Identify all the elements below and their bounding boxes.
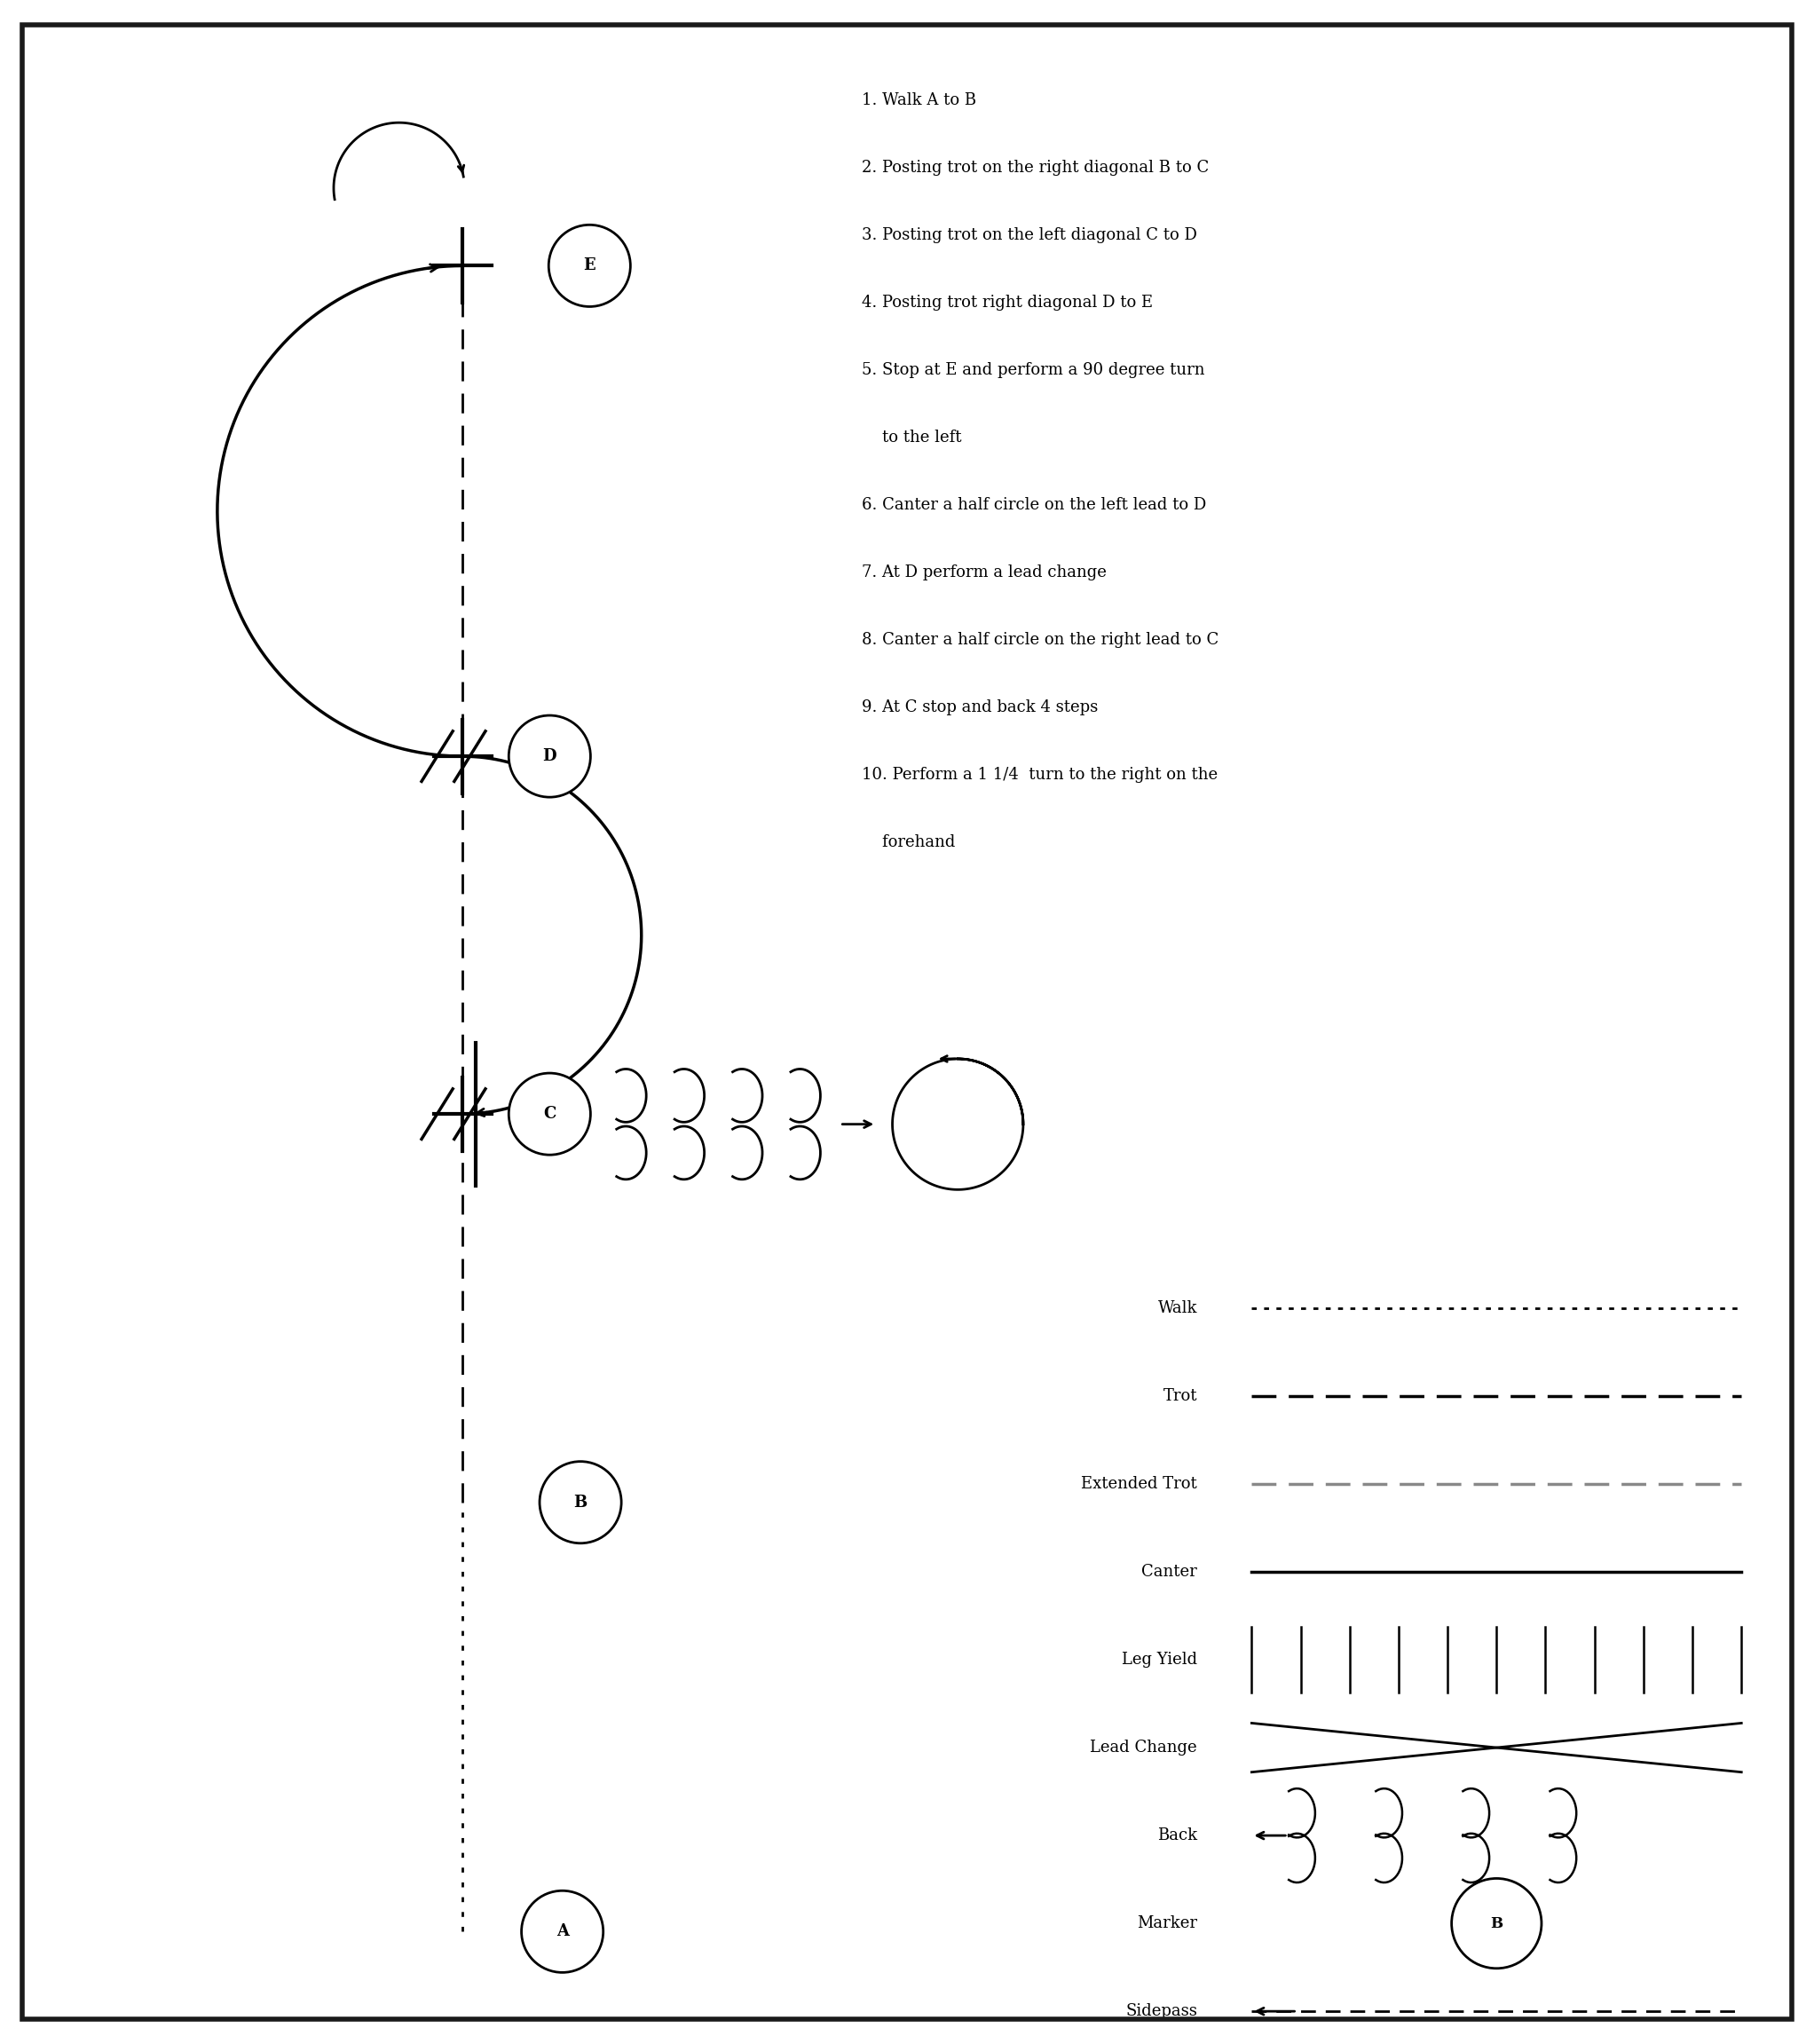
Text: 3. Posting trot on the left diagonal C to D: 3. Posting trot on the left diagonal C t… (862, 227, 1197, 243)
Text: Leg Yield: Leg Yield (1121, 1652, 1197, 1668)
Ellipse shape (521, 1891, 604, 1972)
Ellipse shape (539, 1461, 622, 1543)
Ellipse shape (508, 715, 591, 797)
Text: Canter: Canter (1141, 1564, 1197, 1580)
Text: 2. Posting trot on the right diagonal B to C: 2. Posting trot on the right diagonal B … (862, 159, 1208, 176)
Text: 10. Perform a 1 1/4  turn to the right on the: 10. Perform a 1 1/4 turn to the right on… (862, 766, 1217, 783)
Text: B: B (1491, 1915, 1502, 1932)
Text: 6. Canter a half circle on the left lead to D: 6. Canter a half circle on the left lead… (862, 497, 1206, 513)
Ellipse shape (1451, 1878, 1542, 1968)
Text: 9. At C stop and back 4 steps: 9. At C stop and back 4 steps (862, 699, 1097, 715)
Text: B: B (573, 1494, 588, 1511)
Text: 8. Canter a half circle on the right lead to C: 8. Canter a half circle on the right lea… (862, 632, 1219, 648)
Text: 1. Walk A to B: 1. Walk A to B (862, 92, 976, 108)
Text: Lead Change: Lead Change (1090, 1739, 1197, 1756)
Ellipse shape (508, 1073, 591, 1155)
Text: Trot: Trot (1163, 1388, 1197, 1404)
Text: Back: Back (1157, 1827, 1197, 1844)
Text: E: E (584, 258, 595, 274)
Text: Sidepass: Sidepass (1125, 2003, 1197, 2019)
Text: C: C (542, 1106, 557, 1122)
Text: forehand: forehand (862, 834, 956, 850)
Text: Walk: Walk (1157, 1300, 1197, 1316)
Text: Extended Trot: Extended Trot (1081, 1476, 1197, 1492)
Text: A: A (557, 1923, 568, 1940)
Text: Marker: Marker (1137, 1915, 1197, 1932)
Text: to the left: to the left (862, 429, 961, 446)
Text: D: D (542, 748, 557, 764)
Text: 4. Posting trot right diagonal D to E: 4. Posting trot right diagonal D to E (862, 294, 1154, 311)
Text: 7. At D perform a lead change: 7. At D perform a lead change (862, 564, 1107, 580)
Ellipse shape (548, 225, 631, 307)
Text: 5. Stop at E and perform a 90 degree turn: 5. Stop at E and perform a 90 degree tur… (862, 362, 1204, 378)
